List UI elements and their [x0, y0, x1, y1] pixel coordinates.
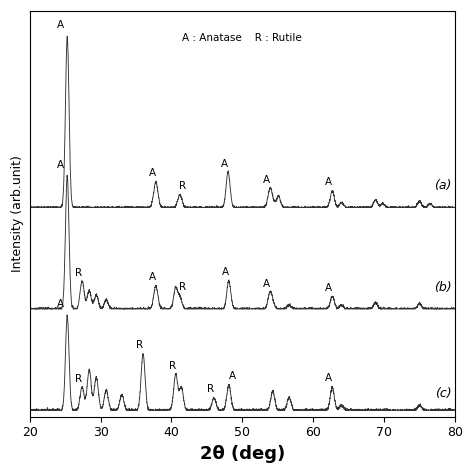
Text: A: A [263, 175, 270, 185]
Text: A : Anatase    R : Rutile: A : Anatase R : Rutile [182, 33, 302, 43]
Text: A: A [325, 177, 332, 188]
Text: R: R [179, 181, 186, 191]
Text: (c): (c) [435, 387, 451, 400]
Text: A: A [325, 373, 332, 383]
Text: R: R [75, 268, 82, 278]
Text: A: A [222, 267, 229, 277]
Text: A: A [57, 20, 64, 30]
Text: A: A [149, 272, 156, 282]
Text: A: A [149, 168, 156, 178]
Text: A: A [325, 283, 332, 293]
Text: R: R [169, 361, 176, 371]
Y-axis label: Intensity (arb.unit): Intensity (arb.unit) [11, 155, 24, 272]
X-axis label: 2θ (deg): 2θ (deg) [200, 445, 285, 463]
Text: A: A [57, 299, 64, 309]
Text: A: A [263, 279, 270, 289]
Text: A: A [221, 159, 228, 169]
Text: A: A [229, 371, 236, 382]
Text: R: R [75, 374, 82, 384]
Text: R: R [136, 340, 143, 350]
Text: A: A [57, 160, 64, 170]
Text: R: R [207, 384, 214, 394]
Text: R: R [179, 282, 186, 292]
Text: (a): (a) [434, 179, 451, 192]
Text: (b): (b) [434, 281, 451, 294]
